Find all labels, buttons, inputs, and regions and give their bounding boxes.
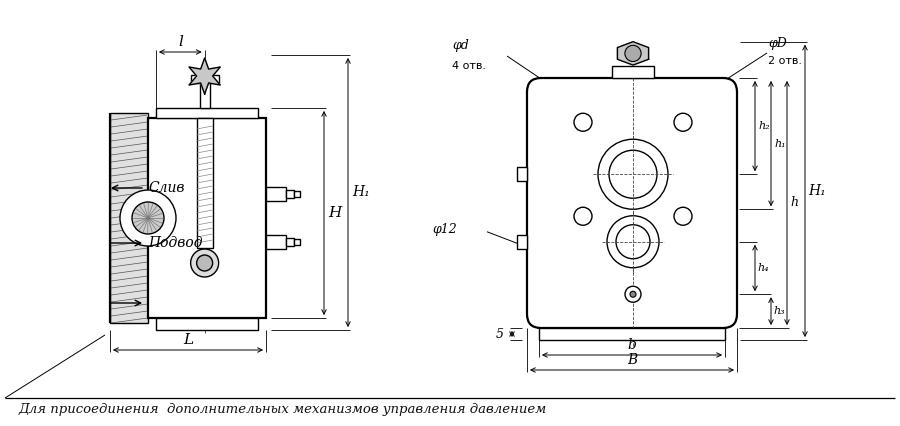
- Bar: [191, 75, 219, 83]
- Text: Подвод: Подвод: [148, 236, 202, 250]
- Bar: [517, 235, 527, 249]
- Circle shape: [674, 113, 692, 131]
- Text: φD: φD: [768, 37, 787, 50]
- Bar: [156, 318, 258, 330]
- Text: 2 отв.: 2 отв.: [768, 56, 802, 66]
- Text: h₂: h₂: [758, 121, 770, 131]
- FancyBboxPatch shape: [527, 78, 737, 328]
- Circle shape: [574, 113, 592, 131]
- Bar: [539, 328, 725, 340]
- Circle shape: [609, 150, 657, 198]
- Text: L: L: [183, 333, 194, 347]
- Circle shape: [132, 202, 164, 234]
- Bar: [266, 235, 286, 249]
- Bar: [286, 190, 294, 198]
- Polygon shape: [617, 42, 649, 65]
- Text: h₄: h₄: [757, 263, 769, 273]
- Bar: [266, 187, 286, 201]
- Text: H₁: H₁: [808, 184, 826, 198]
- Bar: [612, 66, 654, 78]
- Text: h₃: h₃: [773, 306, 785, 316]
- Bar: [294, 239, 300, 245]
- Bar: [156, 108, 258, 118]
- Circle shape: [598, 139, 668, 209]
- Text: h: h: [790, 196, 798, 210]
- Text: 4 отв.: 4 отв.: [452, 61, 486, 71]
- Circle shape: [607, 216, 659, 268]
- Circle shape: [574, 207, 592, 225]
- Text: b: b: [627, 338, 636, 352]
- Bar: [200, 78, 210, 108]
- Bar: [286, 238, 294, 246]
- Text: Слив: Слив: [148, 181, 184, 195]
- Text: l: l: [178, 35, 183, 49]
- Text: H₁: H₁: [352, 185, 370, 199]
- Text: φd: φd: [452, 39, 469, 52]
- Circle shape: [616, 225, 650, 259]
- Polygon shape: [189, 58, 220, 94]
- Bar: [110, 113, 148, 323]
- Circle shape: [625, 45, 641, 61]
- Circle shape: [191, 249, 219, 277]
- Bar: [148, 118, 266, 318]
- Text: 5: 5: [496, 328, 504, 340]
- Circle shape: [120, 190, 176, 246]
- Text: H: H: [328, 206, 341, 220]
- Bar: [294, 191, 300, 197]
- Circle shape: [196, 255, 212, 271]
- Text: Для присоединения  дополнительных механизмов управления давлением: Для присоединения дополнительных механиз…: [18, 403, 546, 417]
- Text: φ12: φ12: [432, 223, 456, 236]
- Text: B: B: [627, 353, 637, 367]
- Text: h₁: h₁: [774, 138, 786, 149]
- Circle shape: [674, 207, 692, 225]
- Bar: [196, 118, 212, 248]
- Circle shape: [625, 286, 641, 302]
- Circle shape: [630, 291, 636, 297]
- Bar: [517, 167, 527, 181]
